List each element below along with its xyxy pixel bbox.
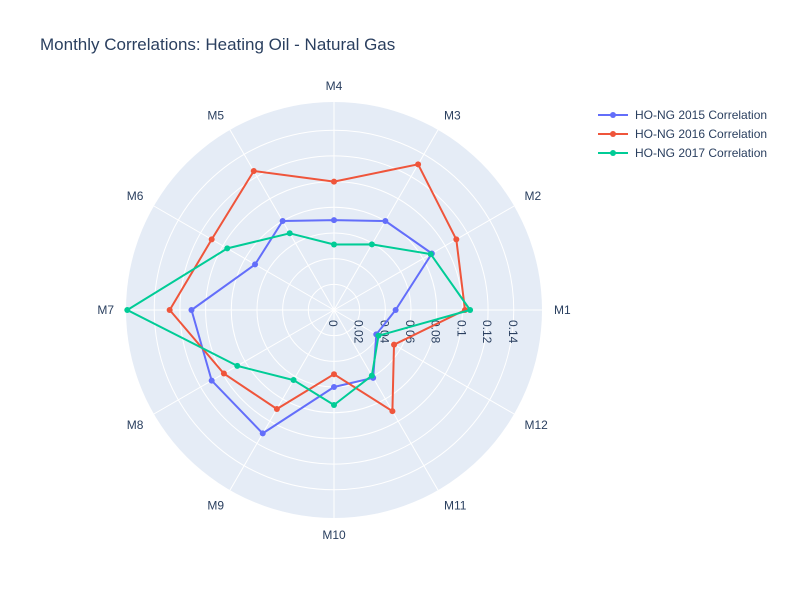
- data-point[interactable]: [286, 230, 293, 237]
- data-point[interactable]: [290, 377, 297, 384]
- radial-tick-label: 0.14: [506, 320, 520, 344]
- data-point[interactable]: [392, 307, 399, 313]
- legend-label: HO-NG 2015 Correlation: [635, 108, 767, 122]
- angular-tick-label: M4: [326, 79, 343, 93]
- data-point[interactable]: [220, 370, 227, 377]
- data-point[interactable]: [273, 405, 280, 412]
- data-point[interactable]: [382, 218, 389, 225]
- radial-tick-label: 0.12: [480, 320, 494, 344]
- legend-marker: [610, 150, 616, 156]
- angular-tick-label: M11: [444, 499, 467, 513]
- series-3: [124, 230, 474, 409]
- angular-tick-label: M10: [322, 528, 346, 542]
- polar-grid: [126, 102, 542, 518]
- radial-tick-label: 0.1: [454, 320, 468, 337]
- data-point[interactable]: [250, 168, 257, 175]
- data-point[interactable]: [208, 377, 215, 384]
- legend-item[interactable]: HO-NG 2017 Correlation: [598, 146, 767, 160]
- angular-tick-label: M7: [97, 303, 114, 317]
- angular-tick-label: M8: [127, 418, 144, 432]
- angular-tick-label: M12: [525, 418, 549, 432]
- angular-gridline: [333, 309, 439, 491]
- data-point[interactable]: [415, 161, 422, 168]
- data-point[interactable]: [224, 245, 231, 252]
- data-point[interactable]: [389, 408, 396, 415]
- data-point[interactable]: [252, 261, 259, 268]
- radial-tick-label: 0.02: [352, 320, 366, 344]
- data-point[interactable]: [331, 402, 337, 409]
- data-point[interactable]: [208, 236, 215, 243]
- angular-tick-label: M6: [127, 189, 144, 203]
- angular-gridline: [153, 205, 335, 311]
- angular-gridline: [333, 309, 515, 415]
- data-point[interactable]: [453, 236, 460, 243]
- series-group: [124, 161, 474, 437]
- angular-tick-label: M9: [207, 499, 224, 513]
- data-point[interactable]: [391, 341, 398, 348]
- data-point[interactable]: [331, 384, 337, 391]
- angular-gridline: [333, 205, 515, 311]
- radial-tick-label: 0.04: [377, 320, 391, 344]
- angular-tick-label: M2: [525, 189, 542, 203]
- angular-tick-label: M1: [554, 303, 571, 317]
- data-point[interactable]: [279, 218, 286, 225]
- data-point[interactable]: [188, 307, 195, 313]
- legend-marker: [610, 112, 616, 118]
- angular-gridline: [153, 309, 335, 415]
- data-point[interactable]: [331, 217, 337, 224]
- data-point[interactable]: [467, 307, 474, 313]
- data-point[interactable]: [427, 251, 434, 258]
- legend[interactable]: HO-NG 2015 Correlation HO-NG 2016 Correla…: [598, 108, 767, 160]
- angular-tick-label: M3: [444, 108, 461, 122]
- legend-item[interactable]: HO-NG 2015 Correlation: [598, 108, 767, 122]
- legend-item[interactable]: HO-NG 2016 Correlation: [598, 127, 767, 141]
- legend-label: HO-NG 2016 Correlation: [635, 127, 767, 141]
- chart-title: Monthly Correlations: Heating Oil - Natu…: [40, 35, 395, 54]
- angular-tick-label: M5: [207, 108, 224, 122]
- data-point[interactable]: [331, 241, 337, 248]
- legend-marker: [610, 131, 616, 137]
- angular-axis: M1 M2 M3 M4 M5 M6 M7 M8 M9 M10 M11 M12: [97, 79, 571, 542]
- angular-gridline: [229, 309, 335, 491]
- data-point[interactable]: [368, 372, 375, 379]
- data-point[interactable]: [259, 430, 266, 437]
- data-point[interactable]: [234, 362, 241, 369]
- data-point[interactable]: [331, 178, 337, 185]
- data-point[interactable]: [368, 241, 375, 248]
- radial-tick-label: 0: [326, 320, 340, 327]
- data-point[interactable]: [166, 307, 173, 313]
- data-point[interactable]: [331, 371, 337, 378]
- data-point[interactable]: [375, 332, 382, 339]
- legend-label: HO-NG 2017 Correlation: [635, 146, 767, 160]
- series-2: [166, 161, 468, 415]
- data-point[interactable]: [124, 307, 131, 313]
